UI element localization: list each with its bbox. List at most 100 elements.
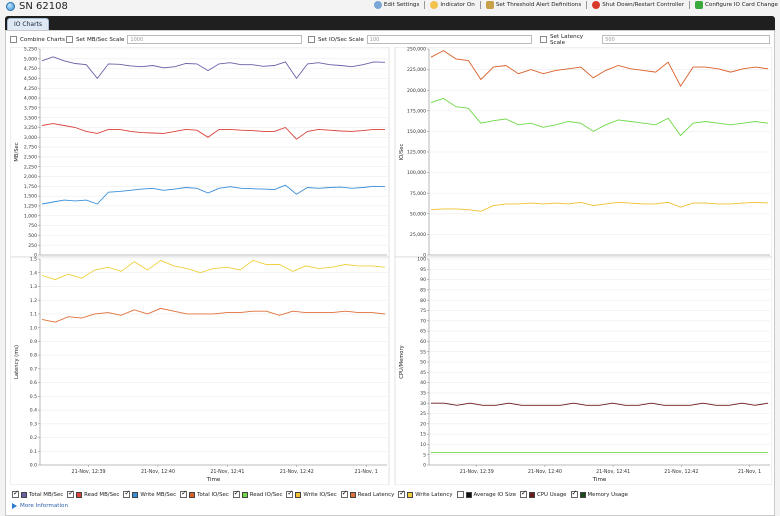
latency-scale-input[interactable]: 500	[602, 35, 770, 44]
y-axis-label: IO/Sec	[399, 144, 405, 161]
series-line-read-io-sec	[430, 97, 769, 137]
legend-item[interactable]: Read IO/Sec	[232, 489, 282, 498]
y-tick-label: 20	[420, 421, 426, 427]
y-tick-label: 1,750	[24, 184, 37, 190]
x-tick-label: 21-Nov, 12:41	[210, 469, 244, 475]
legend-checkbox[interactable]	[123, 489, 131, 498]
mb-scale-checkbox[interactable]	[66, 36, 73, 43]
legend-item[interactable]: Total IO/Sec	[180, 489, 229, 498]
legend-checkbox[interactable]	[286, 489, 294, 498]
x-tick-label: 21-Nov, 12:39	[72, 469, 106, 475]
legend-item[interactable]: Write Latency	[398, 489, 453, 498]
toolbar: Edit Settings Indicator On Set Threshold…	[373, 1, 778, 9]
y-tick-label: 100	[417, 257, 426, 263]
charts-area: 02505007501,0001,2501,5001,7502,0002,250…	[10, 47, 772, 485]
legend-label: Memory Usage	[587, 491, 628, 498]
legend-checkbox[interactable]	[67, 489, 75, 498]
y-tick-label: 2,500	[24, 155, 37, 161]
y-tick-label: 4,750	[24, 66, 37, 72]
y-tick-label: 15	[420, 432, 426, 438]
legend-checkbox[interactable]	[12, 489, 19, 498]
y-tick-label: 100,000	[407, 170, 426, 176]
tab-io-charts[interactable]: IO Charts	[7, 18, 50, 30]
y-tick-label: 2,000	[24, 174, 37, 180]
combine-charts-control[interactable]: Combine Charts	[10, 34, 65, 45]
threshold-icon	[485, 1, 494, 9]
legend-checkbox[interactable]	[340, 489, 348, 498]
divider	[424, 1, 426, 9]
latency-scale-checkbox[interactable]	[540, 36, 547, 43]
y-tick-label: 0.2	[30, 435, 37, 441]
legend-checkbox[interactable]	[232, 489, 240, 498]
mb-scale-input[interactable]: 1000	[127, 35, 303, 44]
y-tick-label: 50	[420, 360, 426, 366]
y-axis-label: CPU/Memory	[399, 345, 405, 378]
y-axis-label: MB/Sec	[14, 142, 20, 161]
series-line-total-mb-sec	[41, 56, 386, 80]
app-title: SN 62108	[6, 1, 68, 12]
series-line-read-mb-sec	[41, 123, 385, 140]
y-tick-label: 60	[420, 339, 426, 345]
legend-checkbox[interactable]	[398, 489, 406, 498]
legend-item[interactable]: Read Latency	[340, 489, 395, 498]
edit-settings-button[interactable]: Edit Settings	[373, 1, 419, 9]
y-tick-label: 0	[34, 253, 37, 259]
series-line-write-mb-sec	[41, 184, 386, 205]
y-tick-label: 150,000	[407, 129, 426, 135]
x-tick-label: 21-Nov, 12:40	[528, 469, 562, 475]
legend-item[interactable]: Average IO Size	[456, 491, 516, 498]
legend-item[interactable]: Read MB/Sec	[67, 489, 119, 498]
legend-swatch	[21, 491, 27, 498]
y-tick-label: 95	[420, 267, 426, 273]
legend-checkbox[interactable]	[570, 489, 578, 498]
more-information-link[interactable]: More Information	[12, 503, 68, 509]
x-tick-label: 21-Nov, 12:41	[596, 469, 630, 475]
legend-checkbox[interactable]	[520, 489, 528, 498]
io-scale-input[interactable]: 100	[366, 35, 532, 44]
legend-item[interactable]: Memory Usage	[570, 489, 628, 498]
indicator-button[interactable]: Indicator On	[430, 1, 475, 9]
legend-item[interactable]: Total MB/Sec	[12, 489, 63, 498]
x-tick-label: 21-Nov, 12:39	[460, 469, 494, 475]
y-tick-label: 0.4	[30, 408, 37, 414]
y-tick-label: 40	[420, 380, 426, 386]
legend-label: CPU Usage	[537, 491, 567, 498]
y-tick-label: 30	[420, 401, 426, 407]
y-tick-label: 85	[420, 288, 426, 294]
legend-checkbox[interactable]	[180, 489, 188, 498]
flag-icon	[695, 1, 703, 9]
chart-3: 0 5 10 15 20 25 30 35 40 45 50 55 60 65 70 75 80 85 90 95 10…	[394, 257, 772, 485]
shutdown-button[interactable]: Shut Down/Restart Controller	[592, 1, 684, 9]
configure-io-card-button[interactable]: Configure IO Card Change	[695, 1, 778, 9]
y-tick-label: 70	[420, 318, 426, 324]
chart-controls: Combine Charts Set MB/Sec Scale 1000 Set…	[10, 34, 770, 46]
chart-frame	[10, 256, 390, 485]
legend-swatch	[189, 491, 196, 498]
legend-item[interactable]: Write MB/Sec	[123, 489, 177, 498]
y-tick-label: 750	[28, 223, 37, 229]
y-tick-label: 5,250	[24, 47, 37, 53]
threshold-button[interactable]: Set Threshold Alert Definitions	[485, 1, 581, 9]
indicator-icon	[430, 1, 439, 9]
y-tick-label: 25	[420, 411, 426, 417]
legend-label: Read Latency	[357, 491, 395, 498]
series-line-total-io-sec	[430, 50, 769, 87]
x-tick-label: 21-Nov, 12:40	[141, 469, 175, 475]
legend-item[interactable]: Write IO/Sec	[286, 489, 337, 498]
divider	[479, 1, 481, 9]
legend-checkbox[interactable]	[456, 491, 464, 498]
legend-label: Write MB/Sec	[140, 491, 177, 498]
y-tick-label: 1.2	[30, 298, 37, 304]
title-bar: SN 62108	[0, 0, 780, 13]
y-tick-label: 125,000	[407, 150, 426, 156]
legend-item[interactable]: CPU Usage	[520, 489, 567, 498]
series-line-write-io-sec	[430, 201, 769, 212]
combine-charts-checkbox[interactable]	[10, 36, 17, 43]
legend-swatch	[407, 491, 414, 498]
y-tick-label: 250,000	[407, 47, 426, 53]
tab-bar: IO Charts	[5, 16, 775, 30]
y-tick-label: 0	[423, 463, 426, 469]
settings-icon	[373, 1, 382, 9]
y-tick-label: 500	[28, 233, 37, 239]
io-scale-checkbox[interactable]	[308, 36, 315, 43]
